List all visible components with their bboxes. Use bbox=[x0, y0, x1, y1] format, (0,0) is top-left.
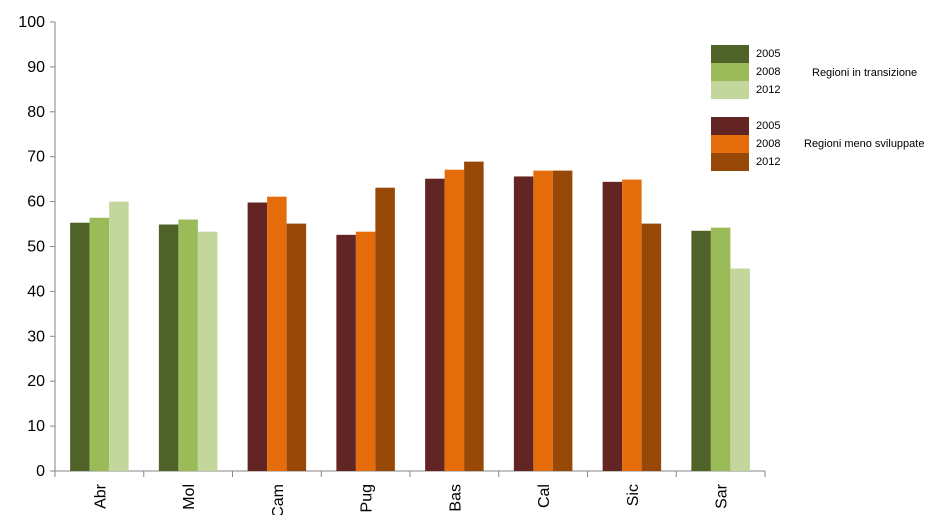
y-tick-label: 90 bbox=[27, 59, 45, 76]
y-tick-label: 10 bbox=[27, 418, 45, 435]
x-tick-label: Cam bbox=[270, 484, 287, 515]
legend-label: 2012 bbox=[756, 156, 781, 168]
legend-label: 2012 bbox=[756, 84, 781, 96]
bar-bas-2008 bbox=[444, 169, 465, 471]
bar-abr-2008 bbox=[89, 217, 110, 471]
x-tick-label: Sic bbox=[625, 484, 642, 506]
bar-cal-2012 bbox=[552, 170, 573, 471]
bar-cal-2008 bbox=[533, 170, 553, 471]
y-tick-label: 30 bbox=[27, 328, 45, 345]
x-tick-label: Cal bbox=[536, 484, 553, 508]
y-tick-label: 70 bbox=[27, 149, 45, 166]
legend-swatch-2012 bbox=[711, 81, 749, 99]
bar-mol-2012 bbox=[197, 231, 218, 471]
bar-sic-2012 bbox=[641, 223, 662, 471]
y-tick-label: 80 bbox=[27, 104, 45, 121]
bar-mol-2005 bbox=[158, 224, 179, 471]
legend-group-label: Regioni in transizione bbox=[812, 67, 918, 79]
y-tick-label: 60 bbox=[27, 194, 45, 211]
y-axis: 0 10 20 30 40 50 60 70 80 90 100 bbox=[18, 14, 56, 480]
legend-label: 2008 bbox=[756, 66, 781, 78]
bar-cam-2008 bbox=[267, 196, 287, 471]
bar-cal-2005 bbox=[513, 176, 534, 471]
bar-pug-2008 bbox=[355, 231, 376, 471]
bar-bas-2005 bbox=[425, 178, 445, 472]
legend-label: 2005 bbox=[756, 48, 781, 60]
bar-pug-2012 bbox=[375, 187, 395, 471]
bars bbox=[70, 161, 750, 472]
bar-pug-2005 bbox=[336, 234, 356, 471]
legend-label: 2008 bbox=[756, 138, 781, 150]
x-tick-label: Abr bbox=[92, 483, 109, 509]
x-tick-label: Mol bbox=[181, 484, 198, 510]
x-tick-label: Pug bbox=[359, 484, 376, 512]
bar-cam-2005 bbox=[247, 202, 268, 472]
y-tick-label: 0 bbox=[36, 463, 45, 480]
legend-swatch-2012 bbox=[711, 153, 749, 171]
bar-sar-2008 bbox=[710, 227, 731, 471]
x-tick-label: Sar bbox=[714, 483, 731, 509]
y-tick-label: 40 bbox=[27, 283, 45, 300]
bar-sic-2005 bbox=[602, 181, 623, 471]
bar-cam-2012 bbox=[286, 223, 307, 471]
legend-label: 2005 bbox=[756, 120, 781, 132]
legend-swatch-2005 bbox=[711, 45, 749, 63]
legend-group-label: Regioni meno sviluppate bbox=[804, 138, 925, 150]
legend-swatch-2005 bbox=[711, 117, 749, 135]
bar-bas-2012 bbox=[464, 161, 484, 472]
y-tick-label: 20 bbox=[27, 373, 45, 390]
x-tick-label: Bas bbox=[447, 484, 464, 512]
bar-abr-2005 bbox=[70, 222, 90, 471]
bar-sic-2008 bbox=[622, 179, 642, 471]
y-tick-label: 50 bbox=[27, 239, 45, 256]
bar-sar-2012 bbox=[730, 268, 750, 471]
bar-sar-2005 bbox=[691, 230, 711, 471]
y-tick-label: 100 bbox=[18, 14, 45, 31]
x-axis: Abr Mol Cam Pug Bas Cal Sic Sar bbox=[54, 470, 766, 515]
legend-swatch-2008 bbox=[711, 135, 749, 153]
bar-mol-2008 bbox=[178, 219, 198, 471]
legend-swatch-2008 bbox=[711, 63, 749, 81]
bar-abr-2012 bbox=[109, 201, 129, 471]
